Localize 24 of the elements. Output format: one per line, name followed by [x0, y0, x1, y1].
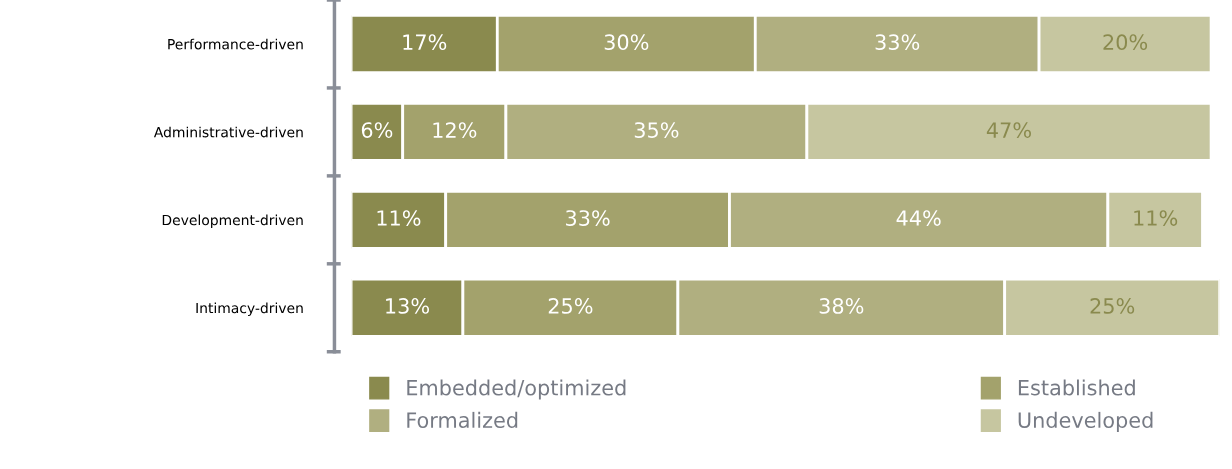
y-tick-label: Performance-driven	[168, 38, 303, 50]
y-tick-label: Intimacy-driven	[196, 302, 303, 316]
data-label: 33%	[875, 34, 920, 51]
data-label: 38%	[819, 298, 864, 314]
legend-label: Established	[1018, 379, 1135, 396]
data-label: 30%	[604, 34, 649, 51]
data-label: 11%	[377, 210, 421, 226]
data-label: 33%	[566, 210, 610, 226]
legend-label: Undeveloped	[1018, 411, 1153, 433]
data-label: 17%	[403, 34, 447, 51]
data-label: 35%	[634, 122, 679, 138]
y-tick-label: Administrative-driven	[153, 126, 303, 138]
data-label: 20%	[1103, 34, 1148, 51]
legend-label: Formalized	[407, 411, 518, 428]
data-label: 47%	[986, 122, 1031, 138]
data-label: 44%	[896, 210, 941, 226]
data-label: 25%	[1090, 298, 1135, 314]
y-tick-label: Development-driven	[162, 214, 303, 229]
data-label: 6%	[361, 122, 393, 138]
data-label: 13%	[386, 298, 430, 314]
legend-label: Embedded/optimized	[407, 379, 626, 400]
data-label: 25%	[548, 298, 593, 314]
data-label: 11%	[1134, 210, 1178, 226]
data-label: 12%	[433, 122, 477, 138]
